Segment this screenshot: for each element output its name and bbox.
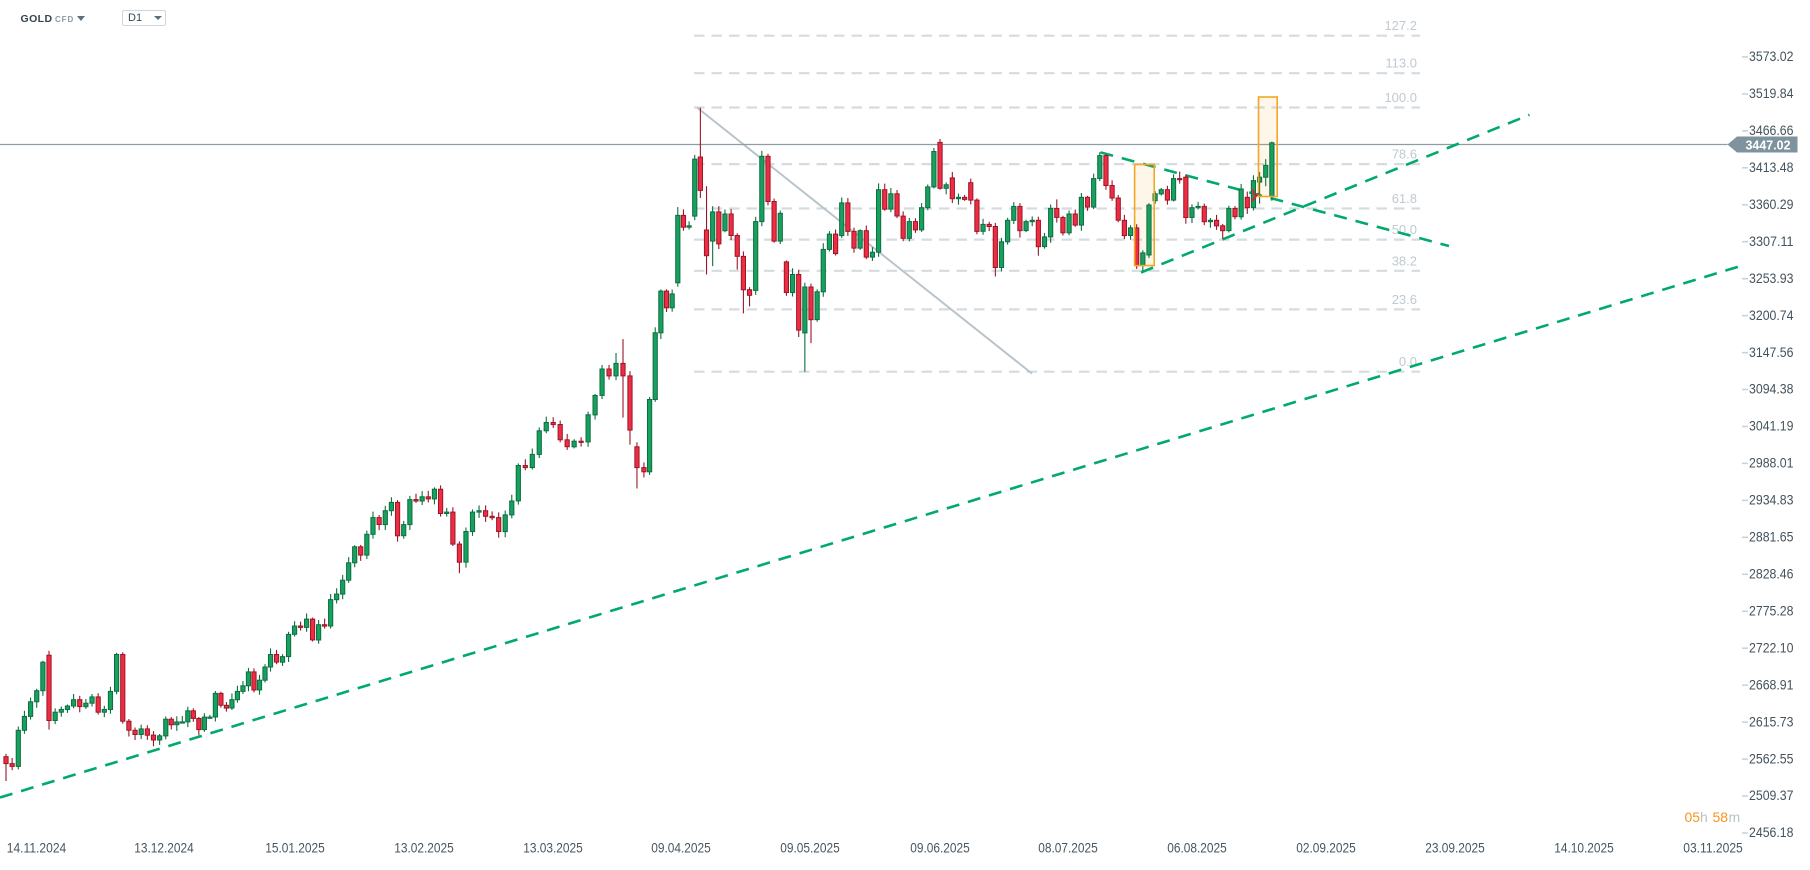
- svg-text:113.0: 113.0: [1385, 56, 1417, 71]
- svg-text:3466.66: 3466.66: [1749, 123, 1794, 138]
- svg-text:100.0: 100.0: [1384, 90, 1417, 105]
- svg-text:3200.74: 3200.74: [1749, 308, 1794, 323]
- svg-text:3413.48: 3413.48: [1749, 160, 1794, 175]
- svg-text:2775.28: 2775.28: [1749, 604, 1794, 619]
- svg-text:2456.18: 2456.18: [1749, 825, 1794, 840]
- svg-text:14.11.2024: 14.11.2024: [7, 840, 67, 856]
- svg-text:3360.29: 3360.29: [1749, 197, 1794, 212]
- svg-text:06.08.2025: 06.08.2025: [1167, 840, 1227, 856]
- svg-text:09.05.2025: 09.05.2025: [780, 840, 840, 856]
- svg-text:09.04.2025: 09.04.2025: [651, 840, 711, 856]
- svg-text:23.6: 23.6: [1392, 292, 1417, 307]
- svg-text:58: 58: [1713, 809, 1729, 825]
- svg-text:2934.83: 2934.83: [1749, 493, 1794, 508]
- svg-text:3519.84: 3519.84: [1749, 86, 1794, 101]
- svg-text:2509.37: 2509.37: [1749, 788, 1794, 803]
- svg-text:2668.91: 2668.91: [1749, 677, 1794, 692]
- svg-text:08.07.2025: 08.07.2025: [1038, 840, 1098, 856]
- svg-text:14.10.2025: 14.10.2025: [1554, 840, 1614, 856]
- svg-text:2722.10: 2722.10: [1749, 640, 1794, 655]
- svg-text:2828.46: 2828.46: [1749, 567, 1794, 582]
- svg-text:h: h: [1700, 809, 1708, 825]
- svg-text:13.12.2024: 13.12.2024: [134, 840, 194, 856]
- svg-text:3447.02: 3447.02: [1746, 137, 1791, 152]
- svg-text:3253.93: 3253.93: [1749, 271, 1794, 286]
- svg-text:61.8: 61.8: [1392, 191, 1417, 206]
- svg-text:2988.01: 2988.01: [1749, 456, 1794, 471]
- svg-text:3307.11: 3307.11: [1749, 234, 1794, 249]
- svg-text:13.02.2025: 13.02.2025: [394, 840, 454, 856]
- svg-text:3094.38: 3094.38: [1749, 382, 1794, 397]
- svg-text:2615.73: 2615.73: [1749, 714, 1794, 729]
- svg-text:15.01.2025: 15.01.2025: [265, 840, 325, 856]
- svg-text:2562.55: 2562.55: [1749, 751, 1794, 766]
- svg-text:3573.02: 3573.02: [1749, 49, 1794, 64]
- svg-text:3041.19: 3041.19: [1749, 419, 1794, 434]
- svg-text:2881.65: 2881.65: [1749, 530, 1794, 545]
- svg-text:23.09.2025: 23.09.2025: [1425, 840, 1485, 856]
- svg-text:m: m: [1729, 809, 1741, 825]
- svg-text:05: 05: [1685, 809, 1701, 825]
- svg-text:127.2: 127.2: [1384, 18, 1417, 33]
- svg-text:02.09.2025: 02.09.2025: [1296, 840, 1356, 856]
- svg-text:38.2: 38.2: [1392, 253, 1417, 268]
- svg-text:78.6: 78.6: [1392, 147, 1417, 162]
- svg-text:13.03.2025: 13.03.2025: [523, 840, 583, 856]
- svg-text:03.11.2025: 03.11.2025: [1683, 840, 1743, 856]
- svg-text:3147.56: 3147.56: [1749, 345, 1794, 360]
- svg-text:09.06.2025: 09.06.2025: [910, 840, 970, 856]
